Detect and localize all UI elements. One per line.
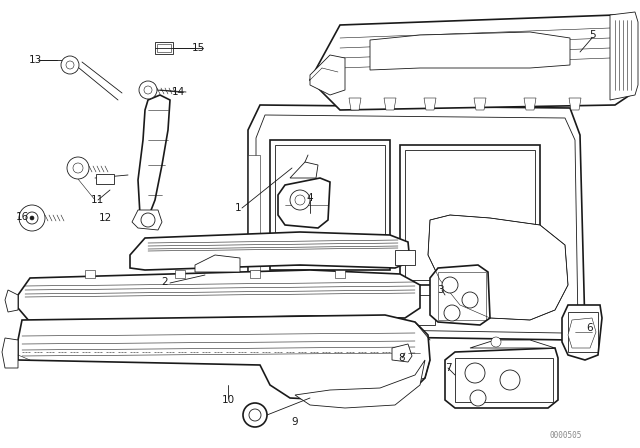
Polygon shape [392,344,412,362]
Polygon shape [310,55,345,95]
Text: 16: 16 [15,212,29,222]
Polygon shape [424,98,436,110]
Polygon shape [395,250,415,265]
Circle shape [66,61,74,69]
Polygon shape [18,270,420,322]
Circle shape [139,81,157,99]
Circle shape [73,163,83,173]
Polygon shape [569,98,581,110]
Text: 13: 13 [28,55,42,65]
Circle shape [491,337,501,347]
Text: 15: 15 [191,43,205,53]
Circle shape [462,292,478,308]
Polygon shape [428,215,568,320]
Circle shape [295,195,305,205]
Text: 0000505: 0000505 [550,431,582,439]
Circle shape [61,56,79,74]
Polygon shape [248,155,260,290]
Polygon shape [474,98,486,110]
Bar [335,270,345,278]
Polygon shape [610,12,638,100]
Text: 10: 10 [221,395,235,405]
Text: 14: 14 [172,87,184,97]
Polygon shape [5,290,18,312]
Circle shape [470,390,486,406]
Polygon shape [248,105,585,340]
Polygon shape [349,98,361,110]
Bar [155,42,173,54]
Circle shape [141,213,155,227]
Polygon shape [568,318,596,348]
Circle shape [444,305,460,321]
Polygon shape [384,98,396,110]
Circle shape [290,190,310,210]
Polygon shape [524,98,536,110]
Circle shape [500,370,520,390]
Polygon shape [2,338,18,368]
Circle shape [30,216,34,220]
Bar [568,312,598,352]
Polygon shape [445,348,558,408]
Text: 2: 2 [162,277,168,287]
Bar [85,270,95,278]
Bar [400,145,540,285]
Text: 5: 5 [589,30,595,40]
Polygon shape [132,210,162,230]
Polygon shape [138,95,170,218]
Polygon shape [470,340,555,348]
Bar [96,174,114,184]
Circle shape [465,363,485,383]
Polygon shape [195,255,240,272]
Bar [390,295,435,325]
Text: 4: 4 [307,193,314,203]
Bar [405,150,535,280]
Bar [455,358,553,402]
Bar [270,140,390,270]
Polygon shape [562,305,602,360]
Polygon shape [290,162,318,178]
Circle shape [19,205,45,231]
Circle shape [67,157,89,179]
Circle shape [442,277,458,293]
Text: 11: 11 [90,195,104,205]
Bar [275,145,385,265]
Bar [175,270,185,278]
Text: 7: 7 [445,363,451,373]
Polygon shape [370,32,570,70]
Circle shape [243,403,267,427]
Text: 3: 3 [436,285,444,295]
Circle shape [26,212,38,224]
Text: 1: 1 [235,203,241,213]
Polygon shape [310,15,630,110]
Polygon shape [295,360,425,408]
Polygon shape [278,178,330,228]
Bar [438,272,486,320]
Polygon shape [430,265,490,325]
Circle shape [144,86,152,94]
Text: 12: 12 [99,213,111,223]
Bar [157,44,171,52]
Circle shape [249,409,261,421]
Bar [250,270,260,278]
Text: 9: 9 [292,417,298,427]
Polygon shape [130,232,410,270]
Polygon shape [18,315,430,400]
Text: 8: 8 [399,353,405,363]
Text: 6: 6 [587,323,593,333]
